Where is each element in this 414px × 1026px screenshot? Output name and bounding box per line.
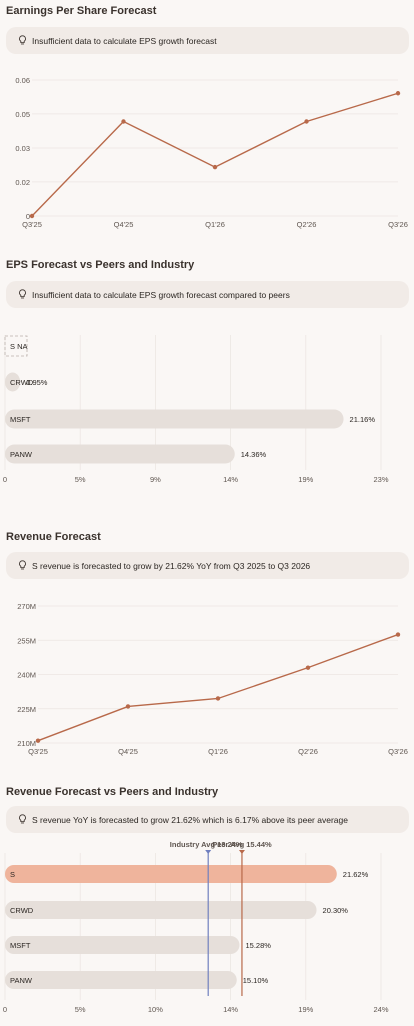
data-point xyxy=(395,91,401,96)
y-tick-label: 0.06 xyxy=(15,76,30,85)
data-point xyxy=(121,119,126,124)
y-tick-label: 210M xyxy=(17,739,36,748)
data-point xyxy=(395,632,401,637)
series-line xyxy=(37,633,399,742)
bar-category-label: CRWD xyxy=(10,906,34,915)
revenue-peers-insight-banner: S revenue YoY is forecasted to grow 21.6… xyxy=(6,806,409,833)
y-tick-label: 0.02 xyxy=(15,178,30,187)
x-tick-label: 5% xyxy=(75,475,86,484)
bar-value-label: 21.16% xyxy=(350,415,376,424)
bar xyxy=(5,865,337,883)
reference-label: Industry Avg 13.24% xyxy=(170,840,243,849)
data-point xyxy=(125,704,131,709)
bar-value-label: 0.95% xyxy=(26,378,48,387)
eps-peers-title: EPS Forecast vs Peers and Industry xyxy=(6,259,195,271)
x-tick-label: Q2'26 xyxy=(298,747,318,756)
eps-forecast-title: Earnings Per Share Forecast xyxy=(6,5,157,17)
eps-peers-insight-banner: Insufficient data to calculate EPS growt… xyxy=(6,281,409,308)
reference-marker xyxy=(238,850,245,854)
x-tick-label: Q3'26 xyxy=(388,747,408,756)
lightbulb-icon xyxy=(19,814,26,824)
x-tick-label: 14% xyxy=(223,1005,238,1014)
bar xyxy=(5,936,240,954)
y-tick-label: 270M xyxy=(17,602,36,611)
x-tick-label: 19% xyxy=(298,1005,313,1014)
x-tick-label: 23% xyxy=(373,475,388,484)
bar xyxy=(5,409,344,429)
data-point xyxy=(305,665,311,670)
eps-peers-insight-text: Insufficient data to calculate EPS growt… xyxy=(32,289,290,300)
lightbulb-icon xyxy=(19,289,26,299)
x-tick-label: Q2'26 xyxy=(297,220,317,229)
data-point xyxy=(212,164,218,170)
revenue-line-chart: 210M 225M 240M 255M 270M Q3'25 Q4'25 Q1'26 Q2'26… xyxy=(17,602,408,756)
y-tick-label: 225M xyxy=(17,705,36,714)
revenue-forecast-title: Revenue Forecast xyxy=(6,531,101,543)
bar-category-label: CRWD xyxy=(10,378,34,387)
bar-value-label: 21.62% xyxy=(343,870,369,879)
x-tick-label: Q3'25 xyxy=(22,220,42,229)
revenue-insight-banner: S revenue is forecasted to grow by 21.62… xyxy=(6,552,409,579)
x-tick-label: 19% xyxy=(298,475,313,484)
data-point xyxy=(215,696,221,701)
bar-category-label: MSFT xyxy=(10,415,31,424)
x-tick-label: Q4'25 xyxy=(118,747,138,756)
bar-value-label: 14.36% xyxy=(241,450,267,459)
bar xyxy=(5,901,317,919)
bar-category-label: MSFT xyxy=(10,941,31,950)
revenue-peers-bar-chart: 0 5% 10% 14% 19% 24% S 21.62% CRWD 20.30% MSFT 15.2… xyxy=(3,840,389,1014)
y-tick-label: 0.05 xyxy=(15,110,30,119)
x-tick-label: Q3'26 xyxy=(388,220,408,229)
x-tick-label: Q3'25 xyxy=(28,747,48,756)
reference-label: Peer Avg 15.44% xyxy=(212,840,272,849)
na-label: S NA xyxy=(10,342,28,351)
na-box xyxy=(4,335,28,357)
y-tick-label: 0 xyxy=(26,212,30,221)
bar-category-label: PANW xyxy=(10,450,33,459)
bar-value-label: 15.28% xyxy=(246,941,272,950)
eps-insight-text: Insufficient data to calculate EPS growt… xyxy=(32,35,217,46)
eps-insight-banner: Insufficient data to calculate EPS growt… xyxy=(6,27,409,54)
x-tick-label: 0 xyxy=(3,1005,7,1014)
x-tick-label: 0 xyxy=(3,475,7,484)
revenue-peers-title: Revenue Forecast vs Peers and Industry xyxy=(6,786,219,798)
eps-line-chart: 0 0.02 0.03 0.05 0.06 Q3'25 Q4'25 Q1'26 Q2'26 Q3'… xyxy=(15,76,408,229)
x-tick-label: Q4'25 xyxy=(114,220,134,229)
bar-value-label: 20.30% xyxy=(323,906,349,915)
lightbulb-icon xyxy=(19,560,26,570)
bar xyxy=(5,971,237,989)
data-point xyxy=(35,738,41,743)
bar xyxy=(5,444,235,464)
revenue-insight-text: S revenue is forecasted to grow by 21.62… xyxy=(32,560,311,571)
x-tick-label: Q1'26 xyxy=(208,747,228,756)
x-tick-label: 5% xyxy=(75,1005,86,1014)
reference-marker xyxy=(205,850,212,854)
x-tick-label: 10% xyxy=(148,1005,163,1014)
x-tick-label: 14% xyxy=(223,475,238,484)
x-tick-label: 24% xyxy=(373,1005,388,1014)
bar xyxy=(5,372,21,392)
x-tick-label: 9% xyxy=(150,475,161,484)
y-tick-label: 255M xyxy=(17,636,36,645)
bar-value-label: 15.10% xyxy=(243,976,269,985)
bar-category-label: S xyxy=(10,870,15,879)
y-tick-label: 0.03 xyxy=(15,144,30,153)
y-tick-label: 240M xyxy=(17,671,36,680)
series-line xyxy=(31,92,399,217)
revenue-peers-insight-text: S revenue YoY is forecasted to grow 21.6… xyxy=(32,814,348,825)
data-point xyxy=(29,213,35,219)
lightbulb-icon xyxy=(19,35,26,45)
data-point xyxy=(304,119,309,124)
x-tick-label: Q1'26 xyxy=(205,220,225,229)
bar-category-label: PANW xyxy=(10,976,33,985)
